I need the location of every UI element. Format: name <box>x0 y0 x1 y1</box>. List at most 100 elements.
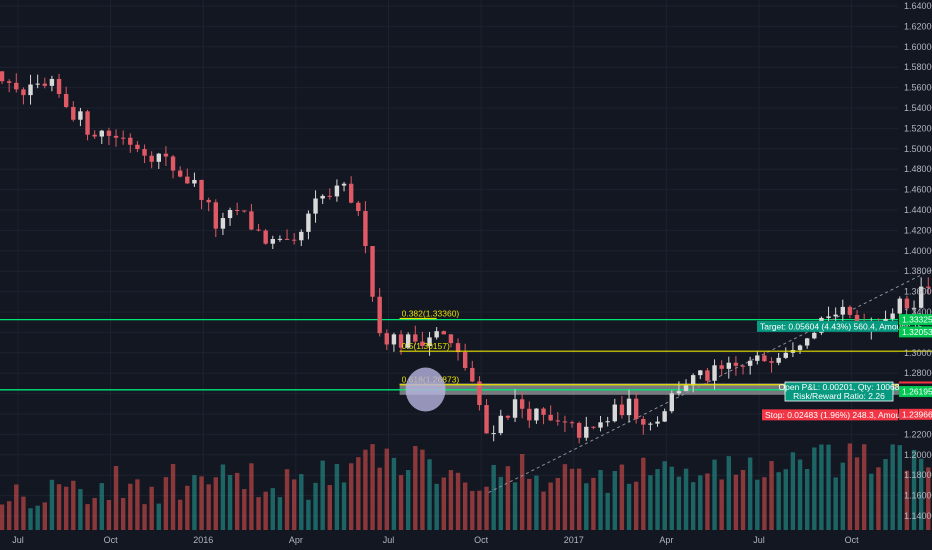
price-tag-bg <box>899 408 932 420</box>
volume-bar <box>234 472 240 530</box>
price-tick-label: 1.54000 <box>904 103 932 113</box>
time-axis[interactable]: JulOct2016AprJulOct2017AprJulOct2018AprJ… <box>12 535 932 545</box>
price-tag: 1.33325 <box>902 315 932 325</box>
candle-body <box>612 404 617 422</box>
price-tick-label: 1.40000 <box>904 246 932 256</box>
candle-body <box>99 130 104 137</box>
volume-bar <box>890 444 895 530</box>
candle <box>420 331 425 349</box>
trend-line[interactable] <box>488 213 932 493</box>
candle <box>291 233 297 245</box>
candle-body <box>648 423 653 425</box>
candle-body <box>747 360 753 366</box>
volume-bar <box>548 482 553 530</box>
candle-body <box>156 153 161 162</box>
candle-body <box>569 422 575 424</box>
volume-bar <box>377 467 382 530</box>
candle <box>584 416 589 441</box>
candle <box>199 179 204 210</box>
candle <box>776 352 781 366</box>
volume-bar <box>826 444 831 530</box>
candle <box>541 407 546 425</box>
candle-body <box>926 286 931 288</box>
volume-bar <box>448 470 454 530</box>
candle <box>662 408 667 422</box>
volume-bar <box>534 475 539 530</box>
candle <box>904 295 910 312</box>
volume-bar <box>170 464 176 530</box>
candle-body <box>804 338 810 346</box>
candle-body <box>491 433 496 435</box>
candle <box>348 176 354 204</box>
candle-body <box>847 306 853 315</box>
volume-bar <box>648 475 653 530</box>
candle <box>370 246 375 302</box>
volume-bar <box>291 479 297 530</box>
volume-bar <box>861 444 867 530</box>
candle-body <box>662 411 667 422</box>
volume-bar <box>769 461 774 530</box>
volume-bar <box>869 473 874 530</box>
candle <box>156 152 161 169</box>
volume-bar <box>470 490 475 530</box>
long-position-tool[interactable]: Target: 0.05604 (4.43%) 560.4, Amount: 1… <box>757 320 932 421</box>
candle <box>484 399 489 434</box>
candle-body <box>206 199 211 203</box>
volume-bar <box>776 472 781 530</box>
candle <box>78 107 83 127</box>
candle <box>277 235 283 242</box>
volume-bar <box>926 467 931 530</box>
candle-body <box>21 89 26 96</box>
candle-body <box>263 230 268 244</box>
candle-body <box>705 370 710 381</box>
volume-bar <box>206 484 211 530</box>
pnl-box[interactable] <box>784 381 894 402</box>
volume-bar <box>690 482 696 530</box>
candle-body <box>242 210 247 212</box>
candle-body <box>826 316 831 318</box>
volume-bar <box>669 466 674 530</box>
candle-body <box>185 176 190 184</box>
candle-body <box>897 298 902 314</box>
volume-bar <box>277 497 283 530</box>
candle-body <box>128 137 133 145</box>
volume-bar <box>434 483 439 530</box>
candle <box>840 299 845 325</box>
price-tag-bg <box>899 386 932 398</box>
candle-body <box>270 239 275 244</box>
time-tick-label: Oct <box>845 535 860 545</box>
candle <box>491 425 496 442</box>
volume-bar <box>142 504 147 530</box>
circle-highlight[interactable] <box>405 367 446 412</box>
candle <box>71 101 76 122</box>
candle-body <box>398 334 404 348</box>
volume-bar <box>833 477 838 530</box>
candle-body <box>63 93 69 107</box>
volume-bar <box>71 480 76 530</box>
volume-bar <box>804 469 810 530</box>
candle <box>783 347 788 359</box>
time-tick-label: Oct <box>474 535 489 545</box>
candle-body <box>769 361 774 363</box>
candle <box>548 405 553 422</box>
candle <box>462 343 468 371</box>
volume-bar <box>897 445 902 530</box>
volume-bar <box>249 463 254 530</box>
volume-bar <box>384 448 389 530</box>
trend-lines[interactable] <box>488 213 932 493</box>
time-tick-label: 2017 <box>564 535 584 545</box>
volume-bar <box>370 444 375 530</box>
grid <box>0 0 898 530</box>
price-tick-label: 1.52000 <box>904 123 932 133</box>
price-axis-tags: 1.333251.320531.266491.264491.261951.239… <box>899 314 932 420</box>
candle-body <box>833 314 838 317</box>
circle-highlight-shape[interactable] <box>405 367 446 412</box>
stop-label-bg <box>762 409 898 421</box>
candle <box>427 331 432 356</box>
candle-body <box>213 202 218 229</box>
candle <box>356 200 361 216</box>
candle-body <box>299 231 304 241</box>
horizontal-lines[interactable] <box>0 318 898 391</box>
volume-bar <box>555 477 560 530</box>
